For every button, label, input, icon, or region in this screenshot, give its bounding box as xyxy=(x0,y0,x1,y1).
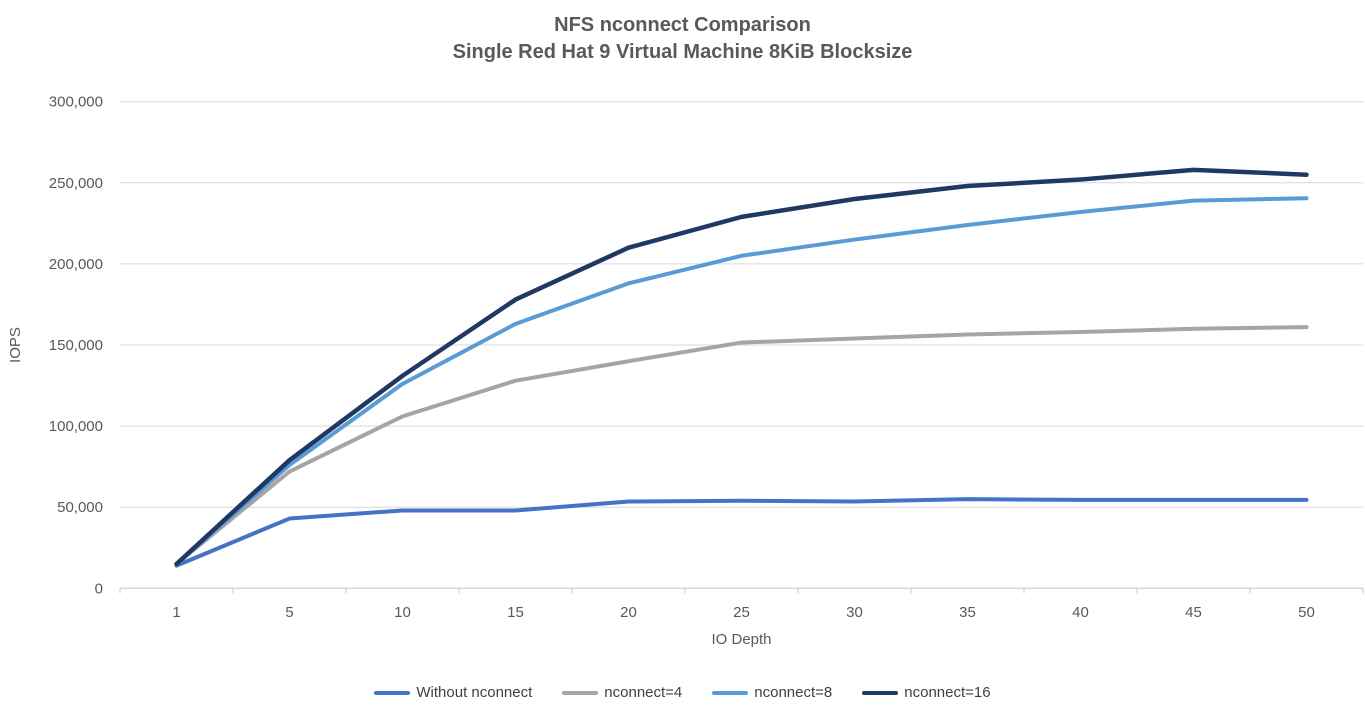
y-tick-label: 250,000 xyxy=(49,175,103,192)
x-tick-label: 40 xyxy=(1072,604,1089,621)
chart-title: NFS nconnect Comparison xyxy=(554,14,811,36)
series-line-nconnect-8 xyxy=(174,196,1309,566)
legend-label: nconnect=8 xyxy=(754,684,833,701)
legend-item: Without nconnect xyxy=(374,684,532,701)
y-tick-label: 150,000 xyxy=(49,337,103,354)
legend-label: Without nconnect xyxy=(416,684,533,701)
y-axis-title: IOPS xyxy=(7,327,24,363)
x-tick-label: 5 xyxy=(285,604,293,621)
legend-swatch xyxy=(862,690,899,695)
legend-swatch xyxy=(712,690,749,695)
x-tick-label: 50 xyxy=(1298,604,1315,621)
legend-swatch xyxy=(562,690,599,695)
series-line-without-nconnect xyxy=(174,497,1309,568)
legend-item: nconnect=8 xyxy=(712,684,832,701)
y-tick-label: 50,000 xyxy=(57,499,103,516)
legend-swatch xyxy=(374,690,411,695)
y-tick-label: 0 xyxy=(95,580,103,597)
legend-label: nconnect=4 xyxy=(604,684,683,701)
x-tick-label: 10 xyxy=(394,604,411,621)
chart-legend: Without nconnect nconnect=4 nconnect=8 n… xyxy=(0,684,1365,701)
legend-item: nconnect=4 xyxy=(562,684,682,701)
legend-label: nconnect=16 xyxy=(904,684,991,701)
x-tick-label: 20 xyxy=(620,604,637,621)
chart-title-block: NFS nconnect Comparison Single Red Hat 9… xyxy=(0,12,1365,66)
x-axis-title: IO Depth xyxy=(711,631,772,648)
x-tick-label: 25 xyxy=(733,604,750,621)
series-line-nconnect-16 xyxy=(174,167,1309,567)
y-tick-label: 300,000 xyxy=(49,94,103,111)
y-tick-label: 200,000 xyxy=(49,256,103,273)
chart-subtitle: Single Red Hat 9 Virtual Machine 8KiB Bl… xyxy=(452,41,913,63)
series-line-nconnect-4 xyxy=(174,325,1309,566)
y-tick-label: 100,000 xyxy=(49,418,103,435)
x-tick-label: 45 xyxy=(1185,604,1202,621)
x-tick-label: 15 xyxy=(507,604,524,621)
x-tick-label: 30 xyxy=(846,604,863,621)
legend-item: nconnect=16 xyxy=(862,684,991,701)
x-tick-label: 1 xyxy=(172,604,180,621)
x-tick-label: 35 xyxy=(959,604,976,621)
